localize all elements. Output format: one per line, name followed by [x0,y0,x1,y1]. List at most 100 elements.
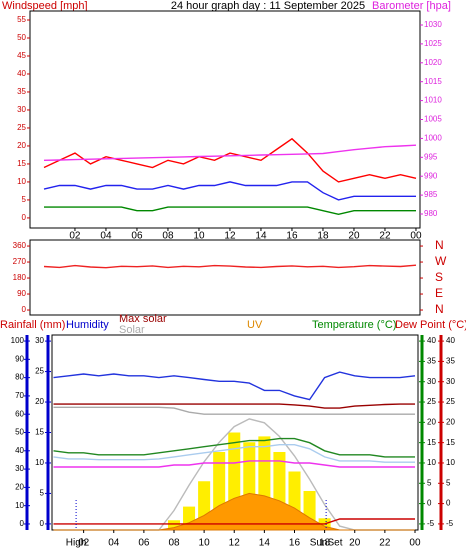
x-tick-label: 16 [289,538,301,549]
y2-tick-label: 1025 [424,39,442,48]
y-tick-label: 100 [11,336,25,345]
series-line [44,206,416,216]
y-tick-label: 15 [35,428,44,437]
y-tick-label: 15 [427,438,436,447]
y2-tick-label: 1000 [424,134,442,143]
annotation: SunSet [310,538,343,549]
legend-label: Max solar [119,313,167,325]
y-tick-label: 30 [427,377,436,386]
y2-tick-label: N [435,302,444,316]
y-tick-label: 90 [15,354,24,363]
x-tick-label: 02 [69,231,81,242]
plot-frame [29,10,421,229]
x-tick-label: 16 [286,231,298,242]
y-tick-label: 90 [17,289,26,298]
series-line [53,437,415,458]
y-tick-label: 20 [15,482,24,491]
y-tick-label: 5 [40,489,45,498]
y2-tick-label: 980 [424,209,438,218]
y-tick-label: 25 [446,397,455,406]
y-tick-label: 180 [13,273,27,282]
y-tick-label: 30 [15,464,24,473]
y-tick-label: 50 [17,33,26,42]
plot-frame [29,239,421,316]
y-tick-label: 70 [15,391,24,400]
legend-label: Solar [119,324,145,336]
y2-tick-label: 1005 [424,115,442,124]
y-tick-label: 270 [13,257,27,266]
x-tick-label: 18 [317,231,329,242]
y-tick-label: -5 [427,519,435,528]
y-tick-label: 0 [446,499,451,508]
series-line [53,406,415,415]
series-line [43,137,417,183]
y-tick-label: 5 [22,195,27,204]
y2-tick-label: W [435,254,447,268]
y-tick-label: 20 [17,141,26,150]
y-tick-label: 80 [15,373,24,382]
y2-tick-label: 1030 [424,20,442,29]
y-tick-label: -5 [446,519,454,528]
x-tick-label: 08 [168,538,180,549]
y-tick-label: 35 [427,357,436,366]
x-tick-label: 22 [379,538,391,549]
y-tick-label: 25 [17,123,26,132]
x-tick-label: 00 [410,231,422,242]
x-tick-label: 18 [319,538,331,549]
y-tick-label: 0 [22,213,27,222]
legend-label: UV [247,319,263,331]
y-tick-label: 10 [15,501,24,510]
y2-tick-label: S [435,270,443,284]
x-tick-label: 06 [131,231,143,242]
series-line [53,444,415,463]
series-line [43,264,417,269]
y-tick-label: 25 [35,367,44,376]
x-tick-label: 12 [224,231,236,242]
y2-tick-label: N [435,238,444,252]
y-tick-label: 20 [427,417,436,426]
y-tick-label: 60 [15,409,24,418]
axis-title: Humidity [66,319,109,331]
y-tick-label: 40 [427,336,436,345]
barometer-axis-title: Barometer [hpa] [372,0,451,12]
series-line [53,518,415,525]
x-tick-label: 06 [138,538,150,549]
axis-title: Dew Point (°C) [395,319,466,331]
axis-title: Temperature (°C) [312,319,396,331]
y-tick-label: 5 [446,478,451,487]
y-tick-label: 15 [17,159,26,168]
y2-tick-label: E [435,286,443,300]
y-tick-label: 0 [22,305,27,314]
y-tick-label: 45 [17,51,26,60]
series-line [43,144,417,161]
solar-bar [167,520,181,530]
x-tick-label: 10 [199,538,211,549]
y-tick-label: 20 [446,417,455,426]
y-tick-label: 360 [13,241,27,250]
x-tick-label: 20 [348,231,360,242]
y-tick-label: 40 [446,336,455,345]
y-tick-label: 55 [17,15,26,24]
uv-area [53,492,415,531]
x-tick-label: 00 [409,538,421,549]
y-tick-label: 40 [15,446,24,455]
x-tick-label: 02 [78,538,90,549]
y-tick-label: 35 [17,87,26,96]
y2-tick-label: 995 [424,152,438,161]
x-tick-label: 10 [193,231,205,242]
x-tick-label: 14 [255,231,267,242]
y-tick-label: 0 [20,519,25,528]
series-line [53,460,415,468]
y-tick-label: 20 [35,397,44,406]
y-tick-label: 50 [15,428,24,437]
x-tick-label: 14 [259,538,271,549]
annotation: High [66,538,87,549]
y-tick-label: 10 [35,458,44,467]
chart-title: 24 hour graph day : 11 September 2025 [171,0,365,12]
y2-tick-label: 1015 [424,77,442,86]
y-tick-label: 25 [427,397,436,406]
y-tick-label: 30 [17,105,26,114]
x-tick-label: 22 [379,231,391,242]
x-tick-label: 04 [100,231,112,242]
